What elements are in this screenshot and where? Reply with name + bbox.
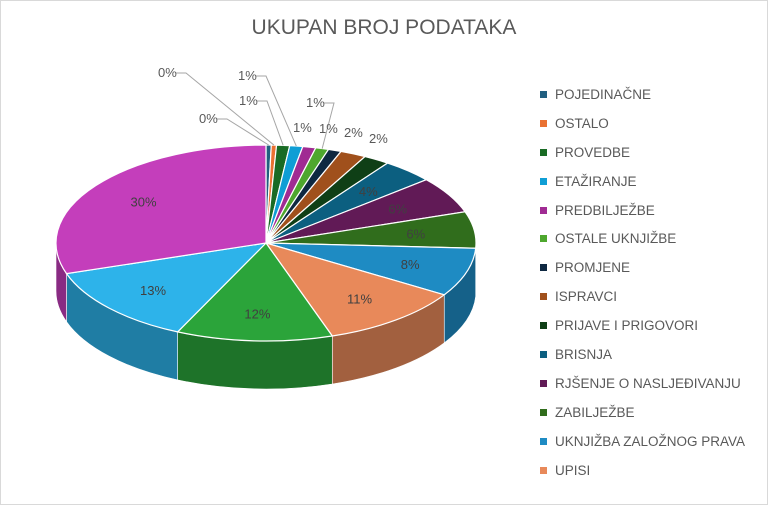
data-label: 4% [359, 184, 378, 199]
legend-swatch [540, 264, 547, 272]
legend-item: POJEDINAČNE [540, 80, 745, 109]
legend-label: OSTALE UKNJIŽBE [555, 231, 677, 247]
legend-label: PROVEDBE [555, 144, 631, 160]
legend-item: ZABILJEŽBE [540, 398, 745, 427]
data-label: 6% [406, 226, 425, 241]
data-label: 2% [369, 131, 388, 146]
legend-item: RJŠENJE O NASLJEĐIVANJU [540, 369, 745, 398]
legend-item: UPISI [540, 456, 745, 485]
legend-swatch [540, 119, 547, 127]
legend-label: POJEDINAČNE [555, 86, 652, 102]
leader-line [321, 102, 335, 149]
legend-item: UKNJIŽBA ZALOŽNOG PRAVA [540, 427, 745, 456]
legend-swatch [540, 466, 547, 474]
legend-label: ISPRAVCI [555, 289, 618, 305]
legend-swatch [540, 148, 547, 156]
data-label: 8% [401, 257, 420, 272]
legend-swatch [540, 177, 547, 185]
data-label: 1% [293, 120, 312, 135]
legend-item: ETAŽIRANJE [540, 167, 745, 196]
data-label: 0% [199, 111, 218, 126]
legend-label: PRIJAVE I PRIGOVORI [555, 318, 699, 334]
pie-slice[interactable] [65, 242, 268, 333]
data-label: 1% [238, 68, 257, 83]
leader-line [257, 100, 284, 146]
legend-swatch [540, 408, 547, 416]
data-label: 11% [347, 291, 372, 306]
legend-item: OSTALO [540, 109, 745, 138]
legend-label: ZABILJEŽBE [555, 404, 635, 420]
legend-swatch [540, 437, 547, 445]
data-label: 1% [319, 121, 338, 136]
legend-swatch [540, 206, 547, 214]
legend-label: UKNJIŽBA ZALOŽNOG PRAVA [555, 433, 746, 449]
legend-label: RJŠENJE O NASLJEĐIVANJU [555, 375, 741, 391]
legend-label: UPISI [555, 462, 591, 478]
legend-item: OSTALE UKNJIŽBE [540, 224, 745, 253]
leader-line [176, 72, 275, 146]
data-label: 12% [244, 306, 270, 321]
leader-line [256, 75, 297, 147]
legend-swatch [540, 350, 547, 358]
pie-slice[interactable] [55, 144, 267, 275]
chart-title: UKUPAN BROJ PODATAKA [251, 16, 517, 39]
legend-label: ETAŽIRANJE [555, 173, 637, 189]
data-label: 30% [130, 195, 156, 210]
data-label: 13% [140, 283, 166, 298]
pie-slice[interactable] [265, 242, 477, 296]
legend: POJEDINAČNE OSTALO PROVEDBE ETAŽIRANJE PREDB… [540, 80, 745, 484]
data-label: 1% [306, 95, 325, 110]
legend-item: PREDBILJEŽBE [540, 196, 745, 225]
data-label: 0% [158, 65, 177, 80]
legend-item: PROVEDBE [540, 138, 745, 167]
legend-swatch [540, 322, 547, 330]
legend-label: OSTALO [555, 115, 609, 131]
legend-item: PROMJENE [540, 253, 745, 282]
legend-label: BRISNJA [555, 346, 613, 362]
pie-slice[interactable] [176, 242, 334, 342]
pie-slice[interactable] [264, 241, 446, 337]
legend-item: ISPRAVCI [540, 282, 745, 311]
data-label: 2% [344, 125, 363, 140]
legend-swatch [540, 379, 547, 387]
data-label: 6% [388, 201, 407, 216]
leader-line [217, 118, 269, 146]
legend-item: BRISNJA [540, 340, 745, 369]
legend-item: PRIJAVE I PRIGOVORI [540, 311, 745, 340]
legend-label: PREDBILJEŽBE [555, 202, 655, 218]
legend-label: PROMJENE [555, 260, 631, 276]
legend-swatch [540, 293, 547, 301]
data-label: 1% [239, 93, 258, 108]
legend-swatch [540, 90, 547, 98]
legend-swatch [540, 235, 547, 243]
